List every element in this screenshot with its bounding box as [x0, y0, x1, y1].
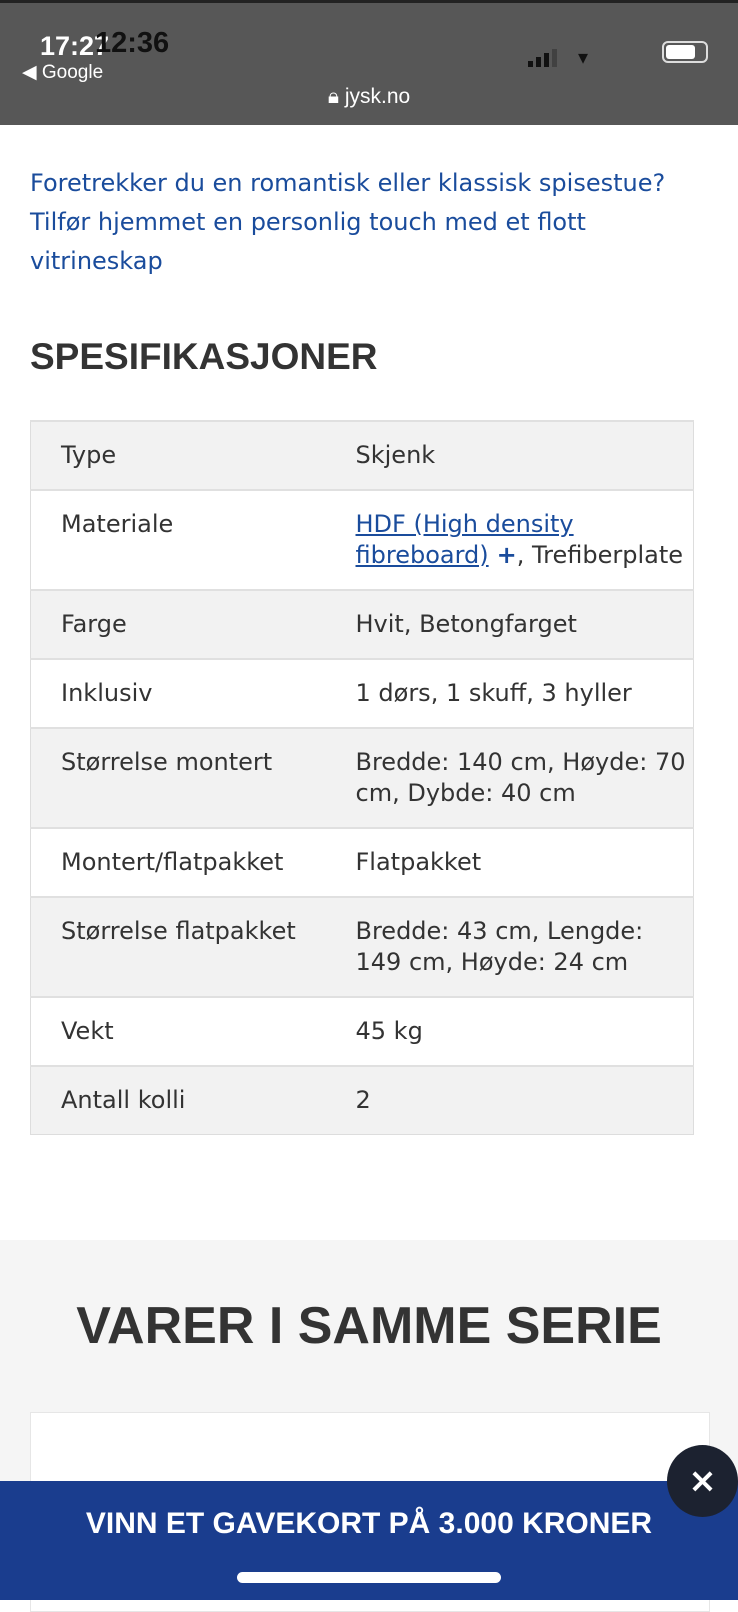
home-indicator [237, 1572, 501, 1583]
spec-value: 2 [325, 1065, 694, 1135]
material-rest: , Trefiberplate [516, 541, 683, 569]
promo-text: VINN ET GAVEKORT PÅ 3.000 KRONER [85, 1507, 653, 1540]
spec-label: Inklusiv [30, 658, 326, 728]
spec-title: SPESIFIKASJONER [30, 336, 378, 377]
promo-banner[interactable]: VINN ET GAVEKORT PÅ 3.000 KRONER [0, 1481, 738, 1600]
table-row: Vekt 45 kg [30, 996, 694, 1066]
spec-label: Størrelse montert [30, 727, 326, 828]
spec-value: Hvit, Betongfarget [325, 589, 694, 659]
spec-label: Type [30, 420, 326, 490]
close-icon[interactable]: × [667, 1445, 738, 1517]
url-bar[interactable]: 🔒︎ jysk.no [0, 85, 738, 109]
lock-icon: 🔒︎ [327, 85, 345, 108]
table-row: Inklusiv 1 dørs, 1 skuff, 3 hyller [30, 658, 694, 728]
spec-label: Materiale [30, 489, 326, 590]
url-text: jysk.no [344, 85, 411, 108]
spec-value: HDF (High density fibreboard) +, Trefiber… [325, 489, 694, 590]
spec-label: Farge [30, 589, 326, 659]
spec-label: Montert/flatpakket [30, 827, 326, 897]
spec-label: Størrelse flatpakket [30, 896, 326, 997]
spec-value: 45 kg [325, 996, 694, 1066]
spec-value: 1 dørs, 1 skuff, 3 hyller [325, 658, 694, 728]
series-title: VARER I SAMME SERIE [76, 1297, 662, 1355]
spec-table: Type Skjenk Materiale HDF (High density fi… [30, 420, 694, 1135]
spec-label: Vekt [30, 996, 326, 1066]
clock-back: 17:27 [40, 31, 110, 61]
table-row: Materiale HDF (High density fibreboard) +,… [30, 489, 694, 590]
spec-value: Bredde: 43 cm, Lengde: 149 cm, Høyde: 24… [325, 896, 694, 997]
clock-front: 12:36 [95, 27, 170, 59]
table-row: Størrelse montert Bredde: 140 cm, Høyde: … [30, 727, 694, 828]
material-link[interactable]: HDF (High density fibreboard) [355, 510, 574, 569]
signal-icon [528, 49, 557, 67]
table-row: Type Skjenk [30, 420, 694, 490]
spec-value: Bredde: 140 cm, Høyde: 70 cm, Dybde: 40 … [325, 727, 694, 828]
battery-icon [662, 41, 708, 63]
table-row: Montert/flatpakket Flatpakket [30, 827, 694, 897]
spec-value: Flatpakket [325, 827, 694, 897]
wifi-icon: ▾ [578, 45, 589, 69]
spec-label: Antall kolli [30, 1065, 326, 1135]
back-to-google[interactable]: ◀ Google [22, 62, 104, 83]
intro-text: Foretrekker du en romantisk eller klassi… [30, 169, 666, 275]
status-bar: 17:27 12:36 ◀ Google ▾ 🔒︎ jysk.no [0, 0, 738, 125]
table-row: Farge Hvit, Betongfarget [30, 589, 694, 659]
plus-icon[interactable]: + [496, 541, 517, 569]
spec-value: Skjenk [325, 420, 694, 490]
table-row: Antall kolli 2 [30, 1065, 694, 1135]
table-row: Størrelse flatpakket Bredde: 43 cm, Lengd… [30, 896, 694, 997]
